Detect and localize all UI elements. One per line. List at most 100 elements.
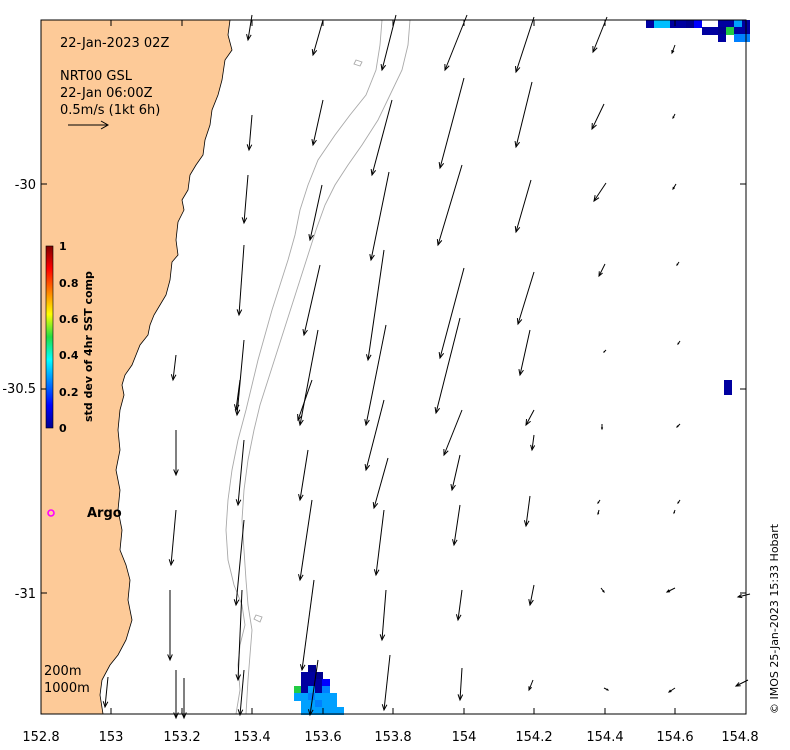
current-arrow <box>370 99 393 177</box>
sst-pixel <box>301 707 309 715</box>
axis-ticks <box>40 20 747 714</box>
sst-pixel <box>301 686 309 694</box>
x-tick-label: 154.8 <box>721 730 758 745</box>
sst-pixel <box>301 693 309 701</box>
product-label: NRT00 GSL <box>60 69 133 84</box>
current-arrow <box>438 267 465 360</box>
sst-pixel <box>294 693 302 701</box>
current-arrow <box>671 44 676 55</box>
colorbar-tick-label: 0 <box>59 422 67 435</box>
current-arrow <box>444 14 468 72</box>
coastline-land <box>40 19 233 715</box>
sst-pixel <box>315 693 323 701</box>
current-arrow <box>373 509 385 577</box>
current-arrow <box>600 424 604 431</box>
current-arrow <box>525 409 535 427</box>
sst-pixel <box>322 693 330 701</box>
sst-pixel <box>694 20 702 28</box>
current-arrow <box>365 249 385 362</box>
current-arrow <box>297 379 313 422</box>
current-arrow <box>597 499 601 505</box>
valid-time-label: 22-Jan 06:00Z <box>60 86 153 101</box>
current-arrow <box>591 103 605 131</box>
isobath-detail <box>253 614 263 623</box>
sst-pixel <box>315 700 323 708</box>
sst-pixel <box>670 20 678 28</box>
sst-pixel <box>734 34 742 42</box>
isobath-detail <box>353 59 363 67</box>
sst-pixel <box>294 686 302 694</box>
current-arrow <box>235 589 243 682</box>
argo-float-marker <box>47 509 55 517</box>
colorbar-title: std dev of 4hr SST comp <box>82 271 95 422</box>
current-arrow <box>665 587 676 593</box>
colorbar-tick-label: 0.6 <box>59 313 79 326</box>
current-arrow <box>438 77 465 170</box>
sst-pixel <box>301 672 309 680</box>
current-arrow <box>311 19 324 57</box>
current-arrow <box>381 654 391 712</box>
sst-pixel <box>710 27 718 35</box>
current-arrow <box>235 439 245 507</box>
isobath-legend-1000m: 1000m <box>44 681 90 696</box>
current-arrow <box>307 659 319 717</box>
current-arrow <box>677 340 681 346</box>
current-arrow <box>673 509 676 515</box>
sst-pixel <box>724 387 732 395</box>
current-arrow <box>672 183 677 191</box>
x-tick-label: 153.8 <box>374 730 411 745</box>
current-arrow <box>450 454 461 492</box>
current-arrow <box>455 589 463 622</box>
current-arrow <box>677 499 681 505</box>
current-arrow <box>364 399 385 472</box>
sst-pixel <box>726 27 734 35</box>
current-arrow <box>457 667 464 702</box>
current-arrow <box>514 179 532 234</box>
colorbar-tick-label: 1 <box>59 240 67 253</box>
current-arrow <box>603 349 607 353</box>
current-arrow <box>443 409 463 457</box>
current-arrow <box>672 113 676 120</box>
x-axis-labels: 152.8 153 153.2 153.4 153.6 153.8 154 15… <box>22 730 758 745</box>
sst-pixel <box>315 679 323 687</box>
current-arrow <box>516 271 535 326</box>
sst-pixel <box>308 672 316 680</box>
argo-label: Argo <box>87 506 122 521</box>
y-tick-label: -30.5 <box>2 382 36 397</box>
scale-arrow <box>68 120 110 130</box>
sst-pixel <box>301 700 309 708</box>
current-arrow <box>167 590 173 662</box>
current-arrow <box>600 587 605 594</box>
current-arrow <box>372 457 389 510</box>
x-tick-label: 153.2 <box>163 730 200 745</box>
current-arrow <box>523 495 531 528</box>
sst-pixel <box>329 693 337 701</box>
x-tick-label: 153.4 <box>233 730 270 745</box>
current-arrow <box>298 449 309 502</box>
sst-pixel <box>726 20 734 28</box>
x-tick-label: 154 <box>452 730 477 745</box>
colorbar-tick-label: 0.8 <box>59 277 79 290</box>
sst-pixel <box>329 700 337 708</box>
x-tick-label: 153 <box>99 730 124 745</box>
sst-pixel <box>322 700 330 708</box>
current-arrow <box>530 434 536 452</box>
current-arrow <box>593 182 607 203</box>
current-arrow <box>736 593 751 599</box>
current-arrow <box>170 354 177 382</box>
sst-pixel <box>718 20 726 28</box>
current-arrow <box>302 264 321 337</box>
sst-pixel <box>646 20 654 28</box>
current-arrow <box>379 589 387 642</box>
sst-pixel <box>322 707 330 715</box>
sst-pixel <box>734 20 742 28</box>
sst-pixel <box>322 686 330 694</box>
timestamp-label: 22-Jan-2023 02Z <box>60 36 169 51</box>
isobaths <box>225 19 411 715</box>
current-arrow <box>308 184 323 242</box>
map-annotations: 22-Jan-2023 02Z NRT00 GSL 22-Jan 06:00Z … <box>60 36 169 118</box>
sst-pixel <box>322 679 330 687</box>
current-arrow <box>676 423 681 428</box>
sst-pixel <box>718 34 726 42</box>
